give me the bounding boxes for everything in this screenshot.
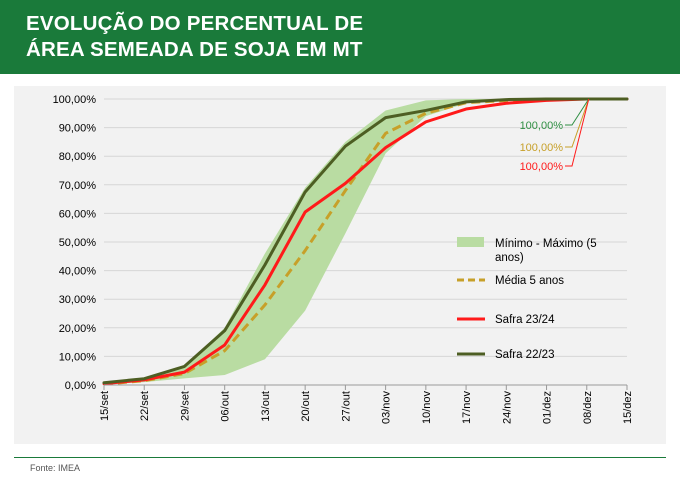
- legend-safra-22-23-label: Safra 22/23: [495, 349, 554, 361]
- x-tick-label: 17/nov: [461, 391, 473, 425]
- x-tick-label: 22/set: [139, 391, 151, 421]
- x-tick-label: 20/out: [300, 391, 312, 422]
- x-tick-label: 03/nov: [381, 391, 393, 425]
- x-tick-label: 15/dez: [622, 391, 634, 424]
- annotations-layer: 100,00% 100,00% 100,00%: [520, 98, 590, 173]
- y-tick-label: 0,00%: [65, 380, 96, 392]
- x-tick-label: 08/dez: [582, 391, 594, 424]
- line-media-5-anos: [103, 97, 627, 386]
- x-tick-label: 24/nov: [501, 391, 513, 425]
- annotation-leader: [565, 98, 590, 167]
- x-tick-label: 15/set: [99, 391, 111, 421]
- header-banner: EVOLUÇÃO DO PERCENTUAL DE ÁREA SEMEADA D…: [0, 0, 680, 74]
- y-tick-label: 60,00%: [59, 208, 97, 220]
- annotation-leader: [565, 98, 590, 126]
- x-tick-label: 27/out: [340, 391, 352, 422]
- y-tick-label: 80,00%: [59, 151, 97, 163]
- axes-layer: 0,00% 10,00% 20,00% 30,00% 40,00% 50,00% 60,00…: [53, 94, 634, 424]
- y-tick-label: 20,00%: [59, 323, 97, 335]
- line-safra-22-23: [102, 97, 629, 385]
- annotation-label: 100,00%: [520, 142, 564, 154]
- annotation-leader: [565, 98, 590, 148]
- source-note: Fonte: IMEA: [30, 463, 81, 473]
- line-safra-23-24: [102, 97, 629, 386]
- page-title-line-1: EVOLUÇÃO DO PERCENTUAL DE: [26, 12, 364, 35]
- y-tick-label: 70,00%: [59, 180, 97, 192]
- page-title-line-2: ÁREA SEMEADA DE SOJA EM MT: [26, 38, 363, 61]
- x-tick-label: 10/nov: [421, 391, 433, 425]
- series-lines-layer: [102, 97, 629, 386]
- annotation-label: 100,00%: [520, 161, 564, 173]
- x-tick-label: 01/dez: [542, 391, 554, 424]
- legend-label-range: Mínimo - Máximo (5 anos): [495, 238, 597, 264]
- chart-panel: 0,00% 10,00% 20,00% 30,00% 40,00% 50,00% 60,00…: [14, 86, 666, 444]
- y-tick-label: 100,00%: [53, 94, 97, 106]
- y-tick-label: 10,00%: [59, 351, 97, 363]
- y-tick-label: 90,00%: [59, 123, 97, 135]
- soy-planting-chart: 0,00% 10,00% 20,00% 30,00% 40,00% 50,00% 60,00…: [53, 94, 634, 424]
- annotation-label: 100,00%: [520, 120, 564, 132]
- y-tick-label: 30,00%: [59, 294, 97, 306]
- y-tick-label: 50,00%: [59, 237, 97, 249]
- x-tick-label: 13/out: [260, 391, 272, 422]
- legend-media-label: Média 5 anos: [495, 275, 564, 287]
- legend-swatch-range: [457, 237, 484, 247]
- footer-divider: [14, 457, 666, 458]
- y-tick-label: 40,00%: [59, 266, 97, 278]
- legend-safra-23-24-label: Safra 23/24: [495, 314, 555, 326]
- legend: Mínimo - Máximo (5 anos) Média 5 anos Safra…: [457, 237, 597, 361]
- x-tick-label: 29/set: [179, 391, 191, 421]
- x-tick-label: 06/out: [220, 391, 232, 422]
